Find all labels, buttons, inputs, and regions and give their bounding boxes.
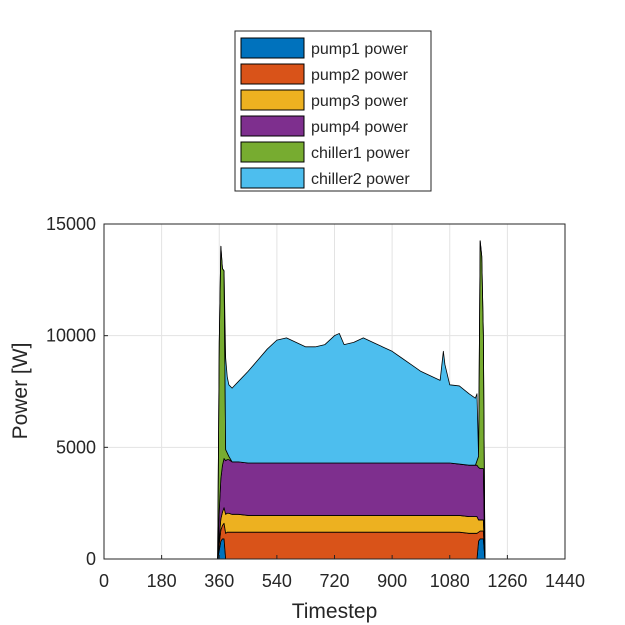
x-tick-label: 1260 (487, 571, 527, 591)
legend-label-pump4-power: pump4 power (311, 119, 409, 136)
legend-swatch-pump2-power (240, 63, 305, 85)
legend-label-pump3-power: pump3 power (311, 93, 409, 110)
x-tick-label: 720 (319, 571, 349, 591)
x-tick-label: 900 (377, 571, 407, 591)
y-axis-label: Power [W] (9, 343, 32, 440)
legend-swatch-pump1-power (240, 37, 305, 59)
legend-label-chiller1-power: chiller1 power (311, 145, 410, 162)
legend-label-chiller2-power: chiller2 power (311, 171, 410, 188)
legend-swatch-chiller1-power (240, 141, 305, 163)
x-tick-label: 180 (147, 571, 177, 591)
legend-swatch-chiller2-power (240, 167, 305, 189)
y-tick-label: 0 (86, 549, 96, 569)
legend-swatch-pump4-power (240, 115, 305, 137)
x-tick-label: 540 (262, 571, 292, 591)
y-tick-label: 5000 (56, 437, 96, 457)
legend-label-pump1-power: pump1 power (311, 41, 409, 58)
x-tick-label: 0 (99, 571, 109, 591)
legend-swatch-pump3-power (240, 89, 305, 111)
x-tick-label: 1080 (430, 571, 470, 591)
stacked-areas (217, 240, 486, 560)
y-tick-label: 15000 (46, 214, 96, 234)
x-tick-label: 360 (204, 571, 234, 591)
x-tick-label: 1440 (545, 571, 585, 591)
legend: pump1 power pump2 power pump3 power pump4 p… (234, 30, 432, 192)
axis-ticks: 0 180 360 540 720 900 1080 1260 1440 0 5000 10000 15… (46, 214, 585, 591)
x-axis-label: Timestep (292, 600, 378, 623)
legend-label-pump2-power: pump2 power (311, 67, 409, 84)
y-tick-label: 10000 (46, 326, 96, 346)
